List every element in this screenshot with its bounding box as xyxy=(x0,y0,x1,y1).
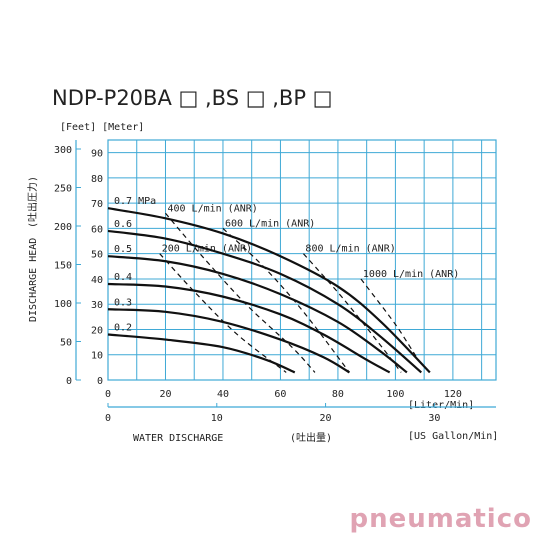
liter-tick-label: 40 xyxy=(217,389,229,400)
x-axis-label: WATER DISCHARGE xyxy=(133,433,223,444)
air-consumption-label: 1000 L/min (ANR) xyxy=(363,269,459,280)
liter-tick-label: 120 xyxy=(444,389,462,400)
air-consumption-curve xyxy=(302,253,402,373)
air-consumption-label: 600 L/min (ANR) xyxy=(225,218,315,229)
feet-tick-label: 0 xyxy=(66,376,72,387)
pressure-label: 0.3 xyxy=(114,297,132,308)
y-axis-units-label: [Feet] [Meter] xyxy=(60,122,144,133)
meter-tick-label: 40 xyxy=(91,275,103,286)
meter-tick-label: 30 xyxy=(91,300,103,311)
pressure-curve xyxy=(107,207,431,374)
gallon-tick-label: 0 xyxy=(105,413,111,424)
chart-title: NDP-P20BA □ ,BS □ ,BP □ xyxy=(52,86,333,110)
pressure-curve xyxy=(107,255,408,374)
pressure-curve xyxy=(107,282,391,374)
plot-frame xyxy=(107,139,497,381)
liter-unit-label: [Liter/Min] xyxy=(408,400,474,411)
air-consumption-curve xyxy=(165,212,316,373)
y-axis-label: DISCHARGE HEAD xyxy=(28,238,39,322)
meter-tick-label: 90 xyxy=(91,149,103,160)
pressure-label: 0.6 xyxy=(114,219,132,230)
gallon-tick-label: 10 xyxy=(211,413,223,424)
meter-tick-label: 50 xyxy=(91,250,103,261)
brand-logo: pneumatico xyxy=(349,504,532,534)
meter-tick-label: 70 xyxy=(91,199,103,210)
pressure-label: 0.7 MPa xyxy=(114,196,156,207)
feet-tick-label: 150 xyxy=(54,260,72,271)
pressure-label: 0.5 xyxy=(114,244,132,255)
air-consumption-label: 400 L/min (ANR) xyxy=(167,203,257,214)
feet-tick-label: 50 xyxy=(60,337,72,348)
pressure-curve xyxy=(107,229,423,374)
liter-tick-label: 0 xyxy=(105,389,111,400)
feet-tick-label: 300 xyxy=(54,145,72,156)
x-axis-label-jp: (吐出量) xyxy=(290,431,332,444)
gallon-tick-label: 20 xyxy=(320,413,332,424)
pressure-curve xyxy=(107,333,296,374)
pressure-label: 0.4 xyxy=(114,272,132,283)
meter-tick-label: 10 xyxy=(91,351,103,362)
liter-tick-label: 100 xyxy=(386,389,404,400)
gallon-unit-label: [US Gallon/Min] xyxy=(408,431,498,442)
pressure-curve xyxy=(107,308,350,374)
feet-tick-label: 100 xyxy=(54,299,72,310)
gallon-tick-label: 30 xyxy=(428,413,440,424)
meter-tick-label: 0 xyxy=(97,376,103,387)
y-axis-label-jp: (吐出圧力) xyxy=(26,176,39,228)
liter-tick-label: 80 xyxy=(332,389,344,400)
liter-tick-label: 20 xyxy=(159,389,171,400)
meter-tick-label: 80 xyxy=(91,174,103,185)
meter-tick-label: 60 xyxy=(91,224,103,235)
air-consumption-curve xyxy=(159,253,287,373)
pressure-label: 0.2 xyxy=(114,323,132,334)
liter-tick-label: 60 xyxy=(274,389,286,400)
air-consumption-label: 800 L/min (ANR) xyxy=(305,244,395,255)
feet-tick-label: 250 xyxy=(54,183,72,194)
feet-tick-label: 200 xyxy=(54,222,72,233)
meter-tick-label: 20 xyxy=(91,325,103,336)
